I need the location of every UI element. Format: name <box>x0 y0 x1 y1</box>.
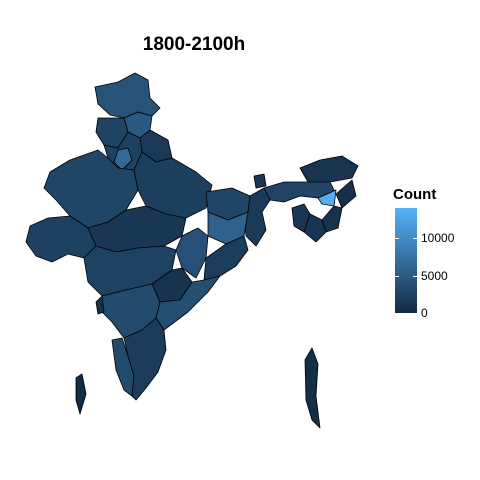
legend-tick-mark <box>413 276 417 277</box>
region-delhi <box>113 147 133 171</box>
region-nagaland <box>335 179 357 209</box>
legend-title: Count <box>393 186 437 203</box>
map-title: 1800-2100h <box>142 34 246 55</box>
region-chhattisgarh <box>175 227 209 279</box>
legend-colorbar <box>395 208 417 313</box>
region-tamil-nadu <box>123 317 167 401</box>
legend-tick-label: 10000 <box>421 231 455 245</box>
region-jammu-kashmir <box>94 72 161 119</box>
region-manipur <box>321 205 343 233</box>
legend-tick-mark <box>395 313 399 314</box>
region-arunachal-pradesh <box>299 155 359 183</box>
region-maharashtra <box>83 245 177 297</box>
legend-tick-mark <box>395 276 399 277</box>
region-sikkim <box>253 173 267 189</box>
region-lakshadweep <box>75 373 87 415</box>
legend-tick-label: 0 <box>421 306 428 320</box>
region-goa <box>95 295 105 315</box>
region-rajasthan <box>43 149 139 229</box>
legend-tick-label: 5000 <box>421 269 448 283</box>
region-andaman-nicobar-islands <box>304 347 321 429</box>
region-tripura <box>291 203 311 233</box>
legend-tick-mark <box>395 238 399 239</box>
legend-tick-mark <box>413 313 417 314</box>
legend-tick-mark <box>413 238 417 239</box>
